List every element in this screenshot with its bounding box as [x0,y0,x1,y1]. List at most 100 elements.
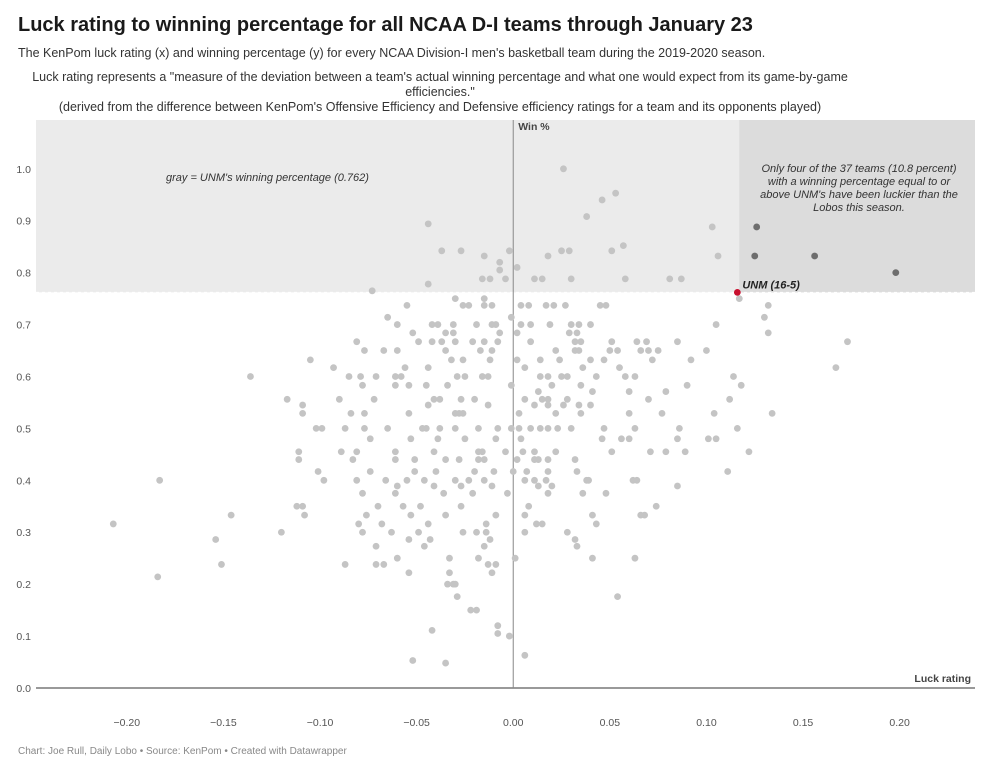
team-point [764,301,772,309]
team-point [592,373,600,380]
team-point [494,622,502,630]
team-point [525,301,533,309]
team-point [380,347,388,354]
team-point [505,247,513,255]
team-point [513,264,521,271]
team-point [345,373,353,380]
team-point [440,489,448,497]
team-point [469,489,477,497]
description-line-2: (derived from the difference between Ken… [58,100,822,114]
team-point [633,476,641,484]
team-point [478,373,486,380]
team-point [683,381,691,389]
team-point [515,409,523,417]
team-point [704,435,712,443]
team-point [384,313,392,321]
team-point [534,388,542,395]
team-point [592,520,600,528]
team-point [299,401,307,409]
team-point [459,528,467,536]
description-line-1: Luck rating represents a "measure of the… [32,70,848,99]
team-point [301,511,308,519]
team-point [341,561,349,568]
team-point [480,301,488,309]
team-point [538,275,546,283]
team-point [513,356,521,364]
team-point [844,338,851,346]
team-point [511,554,519,562]
team-point [428,626,436,634]
team-point [349,456,357,463]
y-tick-label: 0.2 [16,579,31,591]
y-tick-label: 0.3 [16,527,31,539]
team-point [737,381,745,389]
team-point [109,520,117,528]
team-point [422,381,430,389]
team-point [411,456,419,463]
team-point [320,476,328,484]
team-point [330,364,337,372]
team-point [507,381,515,389]
team-point [504,489,511,497]
team-point [612,189,620,197]
x-tick-label: −0.15 [210,717,237,729]
team-point [654,347,662,354]
team-point [552,347,560,354]
team-point [366,435,374,443]
team-point [361,347,368,354]
team-point [505,632,513,640]
team-point [372,561,380,568]
team-point [521,651,529,659]
team-point [380,561,388,568]
team-point [442,347,450,354]
team-point [538,520,546,528]
team-point [523,468,531,475]
team-point [451,295,459,303]
team-point [563,395,571,403]
luckier-team-point [811,252,819,260]
team-point [533,520,540,528]
y-axis-label: Win % [518,121,550,133]
team-point [527,425,535,432]
team-point [575,347,583,354]
team-point [430,448,438,456]
team-point [525,502,533,510]
team-point [424,364,432,372]
team-point [436,395,444,403]
points [109,165,900,667]
team-point [277,528,285,536]
team-point [370,395,378,403]
team-point [473,606,480,614]
team-point [312,425,320,432]
team-point [565,247,573,255]
team-point [430,482,438,490]
team-point [645,347,652,354]
team-point [490,468,498,475]
team-point [560,401,567,409]
team-point [619,242,627,250]
team-point [733,425,741,432]
team-point [424,220,432,228]
team-point [677,275,685,283]
team-point [424,401,432,409]
team-point [575,321,583,328]
team-point [391,456,399,463]
team-point [494,338,502,346]
team-point [442,329,450,337]
team-point [577,338,585,346]
team-point [648,356,656,364]
team-point [585,476,592,484]
team-point [426,536,434,543]
team-point [393,482,401,490]
team-point [509,468,517,475]
team-point [492,561,500,568]
team-point [531,448,538,456]
team-point [432,468,440,475]
team-point [681,448,689,456]
team-point [573,542,581,550]
team-point [480,295,488,303]
team-point [492,435,500,443]
team-point [534,482,542,490]
team-point [480,456,488,463]
chart-description: Luck rating represents a "measure of the… [0,70,880,115]
